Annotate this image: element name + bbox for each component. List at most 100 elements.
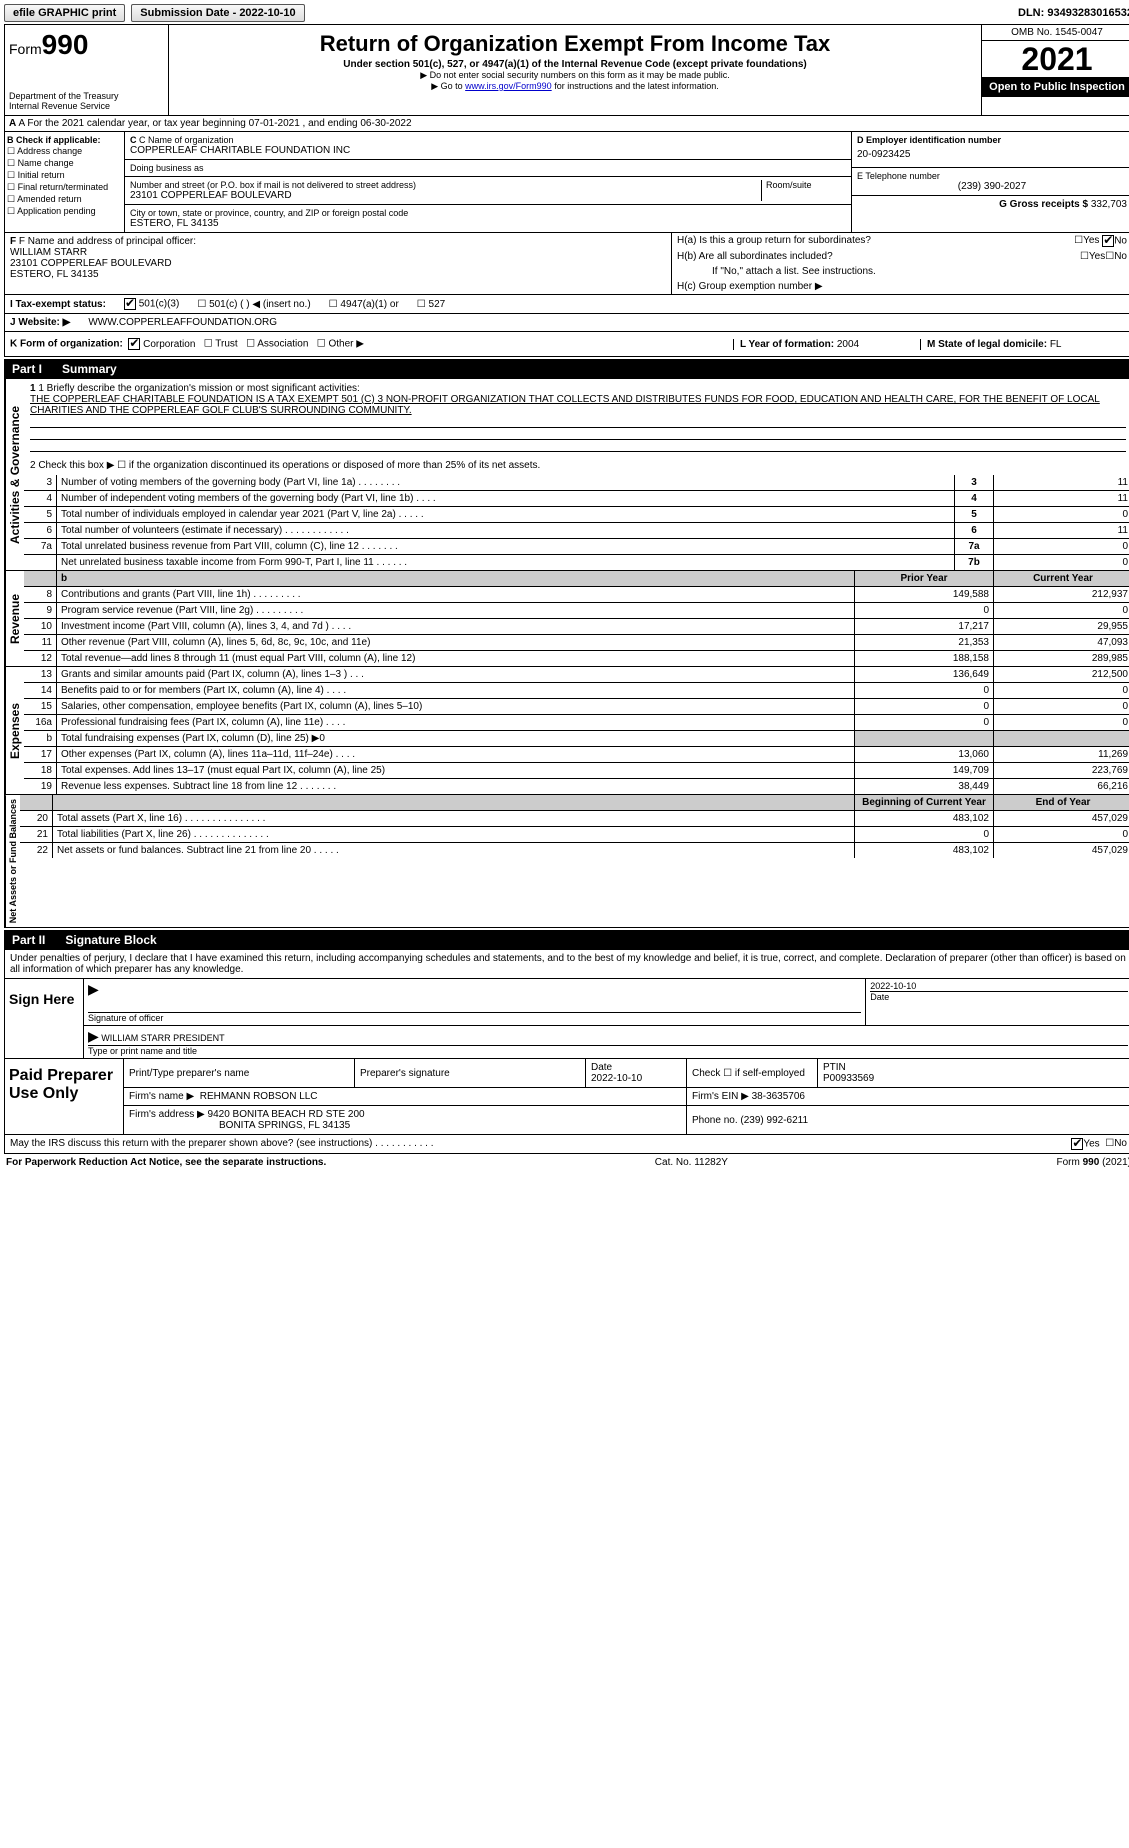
signature-arrow-icon: ▶ — [88, 981, 99, 997]
hb-no[interactable]: ☐No — [1105, 251, 1127, 262]
ha-yes[interactable]: ☐Yes — [1074, 235, 1099, 247]
vert-label-revenue: Revenue — [5, 571, 24, 666]
dba-label: Doing business as — [130, 163, 846, 173]
table-row: 10Investment income (Part VIII, column (… — [24, 619, 1129, 635]
phone-value: (239) 390-2027 — [857, 181, 1127, 192]
net-assets-table: Beginning of Current YearEnd of Year20To… — [20, 795, 1129, 858]
perjury-statement: Under penalties of perjury, I declare th… — [4, 950, 1129, 979]
table-row: 3Number of voting members of the governi… — [24, 475, 1129, 491]
table-row: Net unrelated business taxable income fr… — [24, 555, 1129, 571]
officer-addr2: ESTERO, FL 34135 — [10, 269, 99, 280]
table-row: 21Total liabilities (Part X, line 26) . … — [20, 827, 1129, 843]
sig-date-value: 2022-10-10 — [870, 981, 1128, 991]
preparer-name-label: Print/Type preparer's name — [129, 1068, 249, 1079]
preparer-sig-label: Preparer's signature — [360, 1068, 450, 1079]
status-501c[interactable]: ☐ 501(c) ( ) ◀ (insert no.) — [197, 299, 310, 310]
hc-group-exemption: H(c) Group exemption number ▶ — [672, 279, 1129, 294]
tax-status-label: I Tax-exempt status: — [10, 299, 106, 310]
phone-label: E Telephone number — [857, 171, 1127, 181]
mission-block: 1 1 Briefly describe the organization's … — [24, 379, 1129, 456]
firm-name-value: REHMANN ROBSON LLC — [200, 1091, 318, 1102]
website-label: J Website: ▶ — [10, 317, 70, 328]
table-row: 20Total assets (Part X, line 16) . . . .… — [20, 811, 1129, 827]
table-row: 19Revenue less expenses. Subtract line 1… — [24, 779, 1129, 795]
state-domicile-label: M State of legal domicile: — [927, 339, 1047, 350]
checkbox-amended-return[interactable]: ☐ Amended return — [7, 194, 122, 205]
table-row: 16aProfessional fundraising fees (Part I… — [24, 715, 1129, 731]
checkbox-name-change[interactable]: ☐ Name change — [7, 158, 122, 169]
part-ii-title: Signature Block — [65, 933, 156, 947]
tax-year: 2021 — [982, 41, 1129, 77]
hb-yes[interactable]: ☐Yes — [1080, 251, 1105, 262]
status-4947[interactable]: ☐ 4947(a)(1) or — [329, 299, 399, 310]
instructions-link[interactable]: www.irs.gov/Form990 — [465, 81, 552, 91]
room-label: Room/suite — [766, 180, 846, 190]
paid-preparer-label: Paid Preparer Use Only — [5, 1059, 124, 1134]
org-corporation[interactable]: Corporation — [128, 339, 195, 350]
status-527[interactable]: ☐ 527 — [417, 299, 445, 310]
submission-date-badge: Submission Date - 2022-10-10 — [131, 4, 304, 22]
ein-label: D Employer identification number — [857, 135, 1001, 145]
checkbox-initial-return[interactable]: ☐ Initial return — [7, 170, 122, 181]
table-row: 9Program service revenue (Part VIII, lin… — [24, 603, 1129, 619]
goto-post: for instructions and the latest informat… — [552, 81, 719, 91]
part-ii-header: Part II Signature Block — [4, 930, 1129, 950]
street-value: 23101 COPPERLEAF BOULEVARD — [130, 190, 761, 201]
org-association[interactable]: ☐ Association — [246, 339, 308, 350]
mission-label: 1 Briefly describe the organization's mi… — [38, 383, 360, 394]
firm-name-label: Firm's name ▶ — [129, 1091, 194, 1102]
firm-phone-value: (239) 992-6211 — [740, 1115, 808, 1126]
state-domicile-value: FL — [1050, 339, 1062, 350]
checkbox-address-change[interactable]: ☐ Address change — [7, 146, 122, 157]
col-c-org-info: C C Name of organization COPPERLEAF CHAR… — [125, 132, 851, 232]
city-label: City or town, state or province, country… — [130, 208, 846, 218]
table-row: 15Salaries, other compensation, employee… — [24, 699, 1129, 715]
gross-receipts-label: G Gross receipts $ — [999, 199, 1088, 210]
table-row: 18Total expenses. Add lines 13–17 (must … — [24, 763, 1129, 779]
table-row: 11Other revenue (Part VIII, column (A), … — [24, 635, 1129, 651]
paid-preparer-block: Paid Preparer Use Only Print/Type prepar… — [4, 1059, 1129, 1135]
dln-label: DLN: 93493283016532 — [1018, 7, 1129, 19]
officer-label: F Name and address of principal officer: — [19, 236, 196, 247]
col-b-checkboxes: B Check if applicable: ☐ Address change … — [5, 132, 125, 232]
street-label: Number and street (or P.O. box if mail i… — [130, 180, 761, 190]
self-employed-check[interactable]: Check ☐ if self-employed — [687, 1059, 818, 1088]
part-ii-label: Part II — [12, 933, 45, 947]
col-b-header: B Check if applicable: — [7, 135, 101, 145]
governance-table: 3Number of voting members of the governi… — [24, 475, 1129, 570]
part-i-label: Part I — [12, 362, 42, 376]
ein-value: 20-0923425 — [857, 145, 1127, 164]
org-other[interactable]: ☐ Other ▶ — [317, 339, 364, 350]
table-row: 5Total number of individuals employed in… — [24, 507, 1129, 523]
footer-right: Form 990 (2021) — [1057, 1157, 1129, 1168]
gross-receipts-value: 332,703 — [1091, 199, 1127, 210]
vert-label-expenses: Expenses — [5, 667, 24, 794]
vert-label-net-assets: Net Assets or Fund Balances — [5, 795, 20, 927]
discuss-yes[interactable]: Yes — [1071, 1138, 1099, 1150]
table-row: 6Total number of volunteers (estimate if… — [24, 523, 1129, 539]
checkbox-application-pending[interactable]: ☐ Application pending — [7, 206, 122, 217]
ha-no[interactable]: No — [1102, 235, 1127, 247]
year-block: OMB No. 1545-0047 2021 Open to Public In… — [981, 25, 1129, 115]
goto-pre: ▶ Go to — [431, 81, 465, 91]
city-value: ESTERO, FL 34135 — [130, 218, 846, 229]
treasury-dept-label: Department of the Treasury — [9, 91, 164, 101]
page-footer: For Paperwork Reduction Act Notice, see … — [4, 1154, 1129, 1171]
efile-badge: efile GRAPHIC print — [4, 4, 125, 22]
footer-mid: Cat. No. 11282Y — [655, 1157, 728, 1168]
officer-addr1: 23101 COPPERLEAF BOULEVARD — [10, 258, 172, 269]
ptin-value: P00933569 — [823, 1073, 874, 1084]
discuss-no[interactable]: ☐No — [1105, 1138, 1127, 1150]
hb-note: If "No," attach a list. See instructions… — [672, 264, 1129, 279]
checkbox-final-return[interactable]: ☐ Final return/terminated — [7, 182, 122, 193]
table-row: 14Benefits paid to or for members (Part … — [24, 683, 1129, 699]
preparer-date-label: Date — [591, 1062, 612, 1073]
part-i-header: Part I Summary — [4, 359, 1129, 379]
table-row: 13Grants and similar amounts paid (Part … — [24, 667, 1129, 683]
org-trust[interactable]: ☐ Trust — [204, 339, 238, 350]
table-row: 12Total revenue—add lines 8 through 11 (… — [24, 651, 1129, 667]
form-subtitle: Under section 501(c), 527, or 4947(a)(1)… — [175, 59, 975, 70]
group-return-block: H(a) Is this a group return for subordin… — [671, 233, 1129, 294]
status-501c3[interactable]: 501(c)(3) — [124, 298, 179, 310]
table-row: 4Number of independent voting members of… — [24, 491, 1129, 507]
